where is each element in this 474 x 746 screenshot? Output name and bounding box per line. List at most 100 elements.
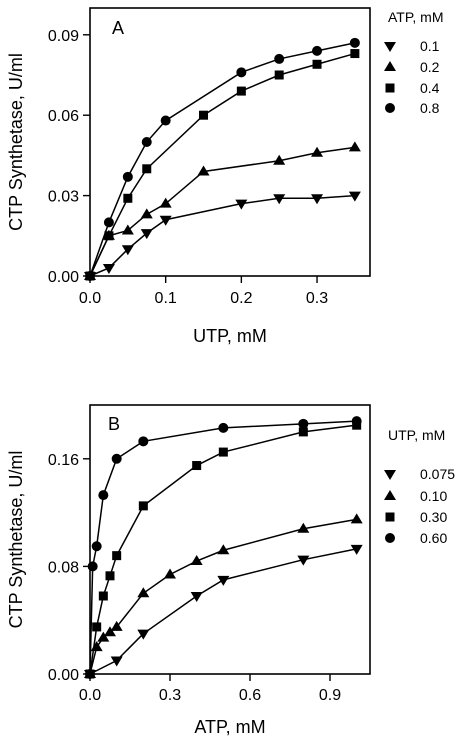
x-tick-label: 0.0 <box>79 290 101 307</box>
series-line <box>89 424 357 675</box>
data-point <box>273 154 286 165</box>
data-point <box>351 416 362 427</box>
legend-marker <box>385 83 395 93</box>
data-point <box>235 199 248 210</box>
legend-label: 0.60 <box>420 530 447 546</box>
data-point <box>137 629 150 640</box>
data-point <box>159 197 172 208</box>
data-point <box>190 555 203 566</box>
legend-marker <box>385 103 395 113</box>
series-0-075 <box>84 544 363 680</box>
data-point <box>159 215 172 226</box>
legend-label: 0.4 <box>420 80 440 96</box>
y-tick-label: 0.03 <box>48 189 79 206</box>
data-point <box>110 656 123 667</box>
y-axis-label: CTP Synthetase, U/ml <box>6 451 26 629</box>
legend-title: UTP, mM <box>388 427 445 443</box>
legend-label: 0.30 <box>420 509 447 525</box>
data-point <box>141 137 152 147</box>
data-point <box>87 561 98 572</box>
legend-marker <box>384 490 396 500</box>
data-point <box>121 224 134 235</box>
series-line <box>89 518 357 675</box>
data-point <box>137 587 150 598</box>
legend-label: 0.10 <box>420 488 447 504</box>
data-point <box>350 513 363 524</box>
x-tick-label: 0.9 <box>319 687 341 704</box>
legend-marker <box>384 42 396 52</box>
data-point <box>122 171 133 182</box>
data-point <box>273 194 286 205</box>
data-point <box>104 231 114 241</box>
data-point <box>92 622 102 632</box>
data-point <box>104 626 116 637</box>
y-tick-label: 0.00 <box>48 269 79 286</box>
data-point <box>312 59 322 69</box>
data-point <box>311 146 324 157</box>
x-tick-label: 0.3 <box>306 290 328 307</box>
y-tick-label: 0.08 <box>48 559 79 576</box>
data-point <box>90 641 103 652</box>
data-point <box>140 208 153 219</box>
data-point <box>218 422 229 433</box>
x-tick-label: 0.3 <box>159 687 181 704</box>
data-point <box>312 45 323 56</box>
data-point <box>105 571 115 581</box>
y-tick-label: 0.09 <box>48 28 79 45</box>
data-point <box>102 263 115 274</box>
data-point <box>350 544 363 555</box>
series-0-60 <box>85 416 362 679</box>
legend-marker <box>384 61 396 71</box>
series-line <box>89 52 356 277</box>
data-point <box>298 427 308 437</box>
data-point <box>349 37 360 48</box>
y-tick-label: 0.16 <box>48 452 79 469</box>
data-point <box>97 631 110 642</box>
data-point <box>297 555 310 566</box>
data-point <box>85 669 95 679</box>
panel-letter: B <box>108 414 120 434</box>
data-point <box>298 418 309 429</box>
data-point <box>98 490 109 501</box>
y-tick-label: 0.06 <box>48 108 79 125</box>
data-point <box>217 544 230 555</box>
data-point <box>142 164 152 174</box>
series-line <box>89 194 355 277</box>
series-0-1 <box>84 191 361 282</box>
series-line <box>89 146 355 277</box>
plot-frame <box>89 404 371 675</box>
data-point <box>350 49 360 59</box>
x-tick-label: 0.1 <box>155 290 177 307</box>
legend-marker <box>385 512 395 522</box>
series-line <box>89 548 357 675</box>
data-point <box>297 522 310 533</box>
panel-letter: A <box>112 18 124 38</box>
legend-label: 0.075 <box>420 466 455 482</box>
data-point <box>138 436 149 447</box>
data-point <box>85 271 95 281</box>
y-axis-label: CTP Synthetase, U/ml <box>6 53 26 231</box>
data-point <box>110 620 123 631</box>
data-point <box>103 217 114 228</box>
x-axis-label: ATP, mM <box>194 717 265 737</box>
data-point <box>121 245 134 256</box>
x-tick-label: 0.6 <box>239 687 261 704</box>
data-point <box>217 575 230 586</box>
data-point <box>112 551 122 561</box>
legend-marker <box>385 533 395 543</box>
data-point <box>236 67 247 78</box>
x-tick-label: 0.0 <box>79 687 101 704</box>
chart-panel-a: 0.0 0.1 0.2 0.3 0.00 0.03 0.06 0.09 UTP, mM CTP S… <box>6 7 444 346</box>
data-point <box>236 86 246 96</box>
data-point <box>348 191 361 202</box>
data-point <box>140 229 153 240</box>
data-point <box>274 53 285 64</box>
series-line <box>89 42 356 277</box>
data-point <box>111 453 122 464</box>
data-point <box>190 591 203 602</box>
data-point <box>197 165 210 176</box>
legend-title: ATP, mM <box>388 9 444 25</box>
data-point <box>138 501 148 511</box>
data-point <box>160 115 171 126</box>
